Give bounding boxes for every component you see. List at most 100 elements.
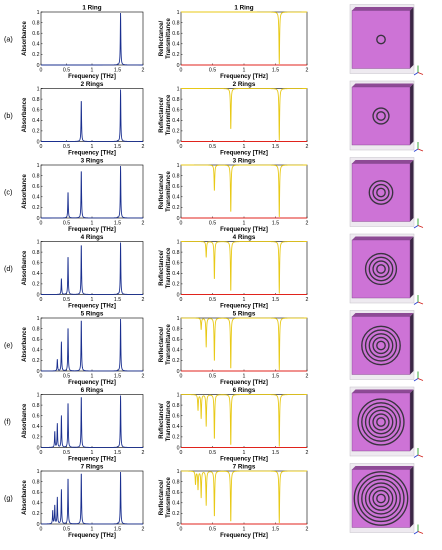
chart-title: 1 Ring xyxy=(82,5,101,12)
y-axis-label-line: Transmittance xyxy=(166,94,172,135)
y-tick-label: 0.6 xyxy=(172,337,179,343)
x-tick-label: 2 xyxy=(142,221,145,227)
y-axis-label: Absorbance xyxy=(22,21,28,56)
x-axis-label: Frequency [THz] xyxy=(220,73,268,80)
x-tick-label: 1 xyxy=(243,221,246,227)
x-tick-label: 1 xyxy=(91,450,94,456)
x-tick-label: 0 xyxy=(40,450,43,456)
chart-title: 6 Rings xyxy=(233,387,256,394)
ring xyxy=(368,256,394,282)
x-tick-label: 2 xyxy=(142,527,145,533)
reflectance-series-line xyxy=(181,88,307,141)
y-tick-label: 0.2 xyxy=(32,282,39,288)
x-tick-label: 0.5 xyxy=(209,374,216,380)
axis-z-arrow xyxy=(413,454,419,458)
ring xyxy=(364,329,398,362)
y-tick-label: 0.6 xyxy=(172,108,179,114)
y-tick-label: 0 xyxy=(177,445,180,451)
ring xyxy=(364,405,398,439)
x-tick-label: 1 xyxy=(91,527,94,533)
ring xyxy=(372,183,390,202)
x-tick-label: 2 xyxy=(306,144,309,150)
x-tick-label: 0.5 xyxy=(209,221,216,227)
x-tick-label: 0 xyxy=(40,297,43,303)
chart-title: 7 Rings xyxy=(81,464,104,471)
axis-z-arrow xyxy=(413,72,419,76)
ring xyxy=(361,478,401,519)
ring xyxy=(364,482,398,515)
model-front-face xyxy=(351,469,411,528)
ring xyxy=(368,486,394,511)
y-axis-label: Reflectance/Transmittance xyxy=(159,400,172,441)
x-tick-label: 1.5 xyxy=(114,527,121,533)
panel-letter: (g) xyxy=(4,494,13,503)
plot-frame xyxy=(180,11,308,66)
y-axis-label: Reflectance/Transmittance xyxy=(159,247,172,288)
axes-triad-icon xyxy=(413,65,424,76)
chart-title: 3 Rings xyxy=(233,158,256,165)
ring xyxy=(376,187,386,198)
x-tick-label: 0 xyxy=(40,221,43,227)
x-axis-label: Frequency [THz] xyxy=(68,379,116,386)
y-tick-label: 1 xyxy=(177,469,180,475)
x-tick-label: 2 xyxy=(306,68,309,74)
y-axis-label: Absorbance xyxy=(22,327,28,362)
y-tick-label: 0.6 xyxy=(32,31,39,37)
ring xyxy=(357,474,405,523)
x-tick-label: 1.5 xyxy=(272,374,279,380)
y-tick-label: 0.6 xyxy=(172,490,179,496)
axes-triad-icon xyxy=(413,371,424,382)
axis-x-arrow xyxy=(417,225,424,228)
x-tick-label: 0 xyxy=(180,374,183,380)
ring xyxy=(361,325,401,366)
model-side-face xyxy=(410,313,414,375)
y-tick-label: 1 xyxy=(37,239,40,245)
x-tick-label: 0.5 xyxy=(209,297,216,303)
y-tick-label: 0.6 xyxy=(32,337,39,343)
absorbance-series-line xyxy=(41,319,143,372)
x-tick-label: 1 xyxy=(243,144,246,150)
x-tick-label: 2 xyxy=(142,450,145,456)
x-tick-label: 2 xyxy=(306,450,309,456)
y-axis-label: Reflectance/Transmittance xyxy=(159,94,172,135)
y-tick-label: 1 xyxy=(177,316,180,322)
reflectance-series-line xyxy=(181,241,307,294)
x-tick-label: 1 xyxy=(243,297,246,303)
x-axis-label: Frequency [THz] xyxy=(68,532,116,539)
y-tick-label: 0.4 xyxy=(32,42,39,48)
model-top-face xyxy=(352,313,414,317)
x-tick-label: 0.5 xyxy=(63,527,70,533)
x-tick-label: 2 xyxy=(306,527,309,533)
absorbance-series-line xyxy=(41,395,143,448)
chart-title: 1 Ring xyxy=(234,5,253,12)
axis-x-arrow xyxy=(417,531,424,534)
metamaterial-model-icon xyxy=(349,310,415,380)
model-front-face xyxy=(351,239,411,299)
axis-x-arrow xyxy=(417,454,424,458)
metamaterial-model-icon xyxy=(349,463,415,533)
y-axis-label: Absorbance xyxy=(22,174,28,209)
model-side-face xyxy=(410,160,414,222)
y-tick-label: 0.8 xyxy=(32,173,39,179)
ring xyxy=(372,107,390,125)
chart-title: 4 Rings xyxy=(233,234,256,241)
x-tick-label: 1 xyxy=(243,527,246,533)
ring xyxy=(376,493,386,504)
x-tick-label: 1.5 xyxy=(114,68,121,74)
x-tick-label: 0.5 xyxy=(209,68,216,74)
reflectance-series-line xyxy=(181,470,307,523)
model-front-face xyxy=(351,10,411,69)
plot-frame xyxy=(180,394,308,448)
y-tick-label: 0.8 xyxy=(32,479,39,485)
y-tick-label: 0.6 xyxy=(172,184,179,190)
x-tick-label: 1 xyxy=(243,450,246,456)
reflectance-series-line xyxy=(181,164,307,217)
x-tick-label: 0 xyxy=(180,68,183,74)
y-tick-label: 0.8 xyxy=(32,97,39,103)
axes-triad-icon xyxy=(413,448,424,458)
y-tick-label: 1 xyxy=(177,10,180,16)
y-axis-label: Reflectance/Transmittance xyxy=(159,17,172,58)
y-tick-label: 0.8 xyxy=(32,20,39,26)
y-tick-label: 0.2 xyxy=(32,511,39,517)
